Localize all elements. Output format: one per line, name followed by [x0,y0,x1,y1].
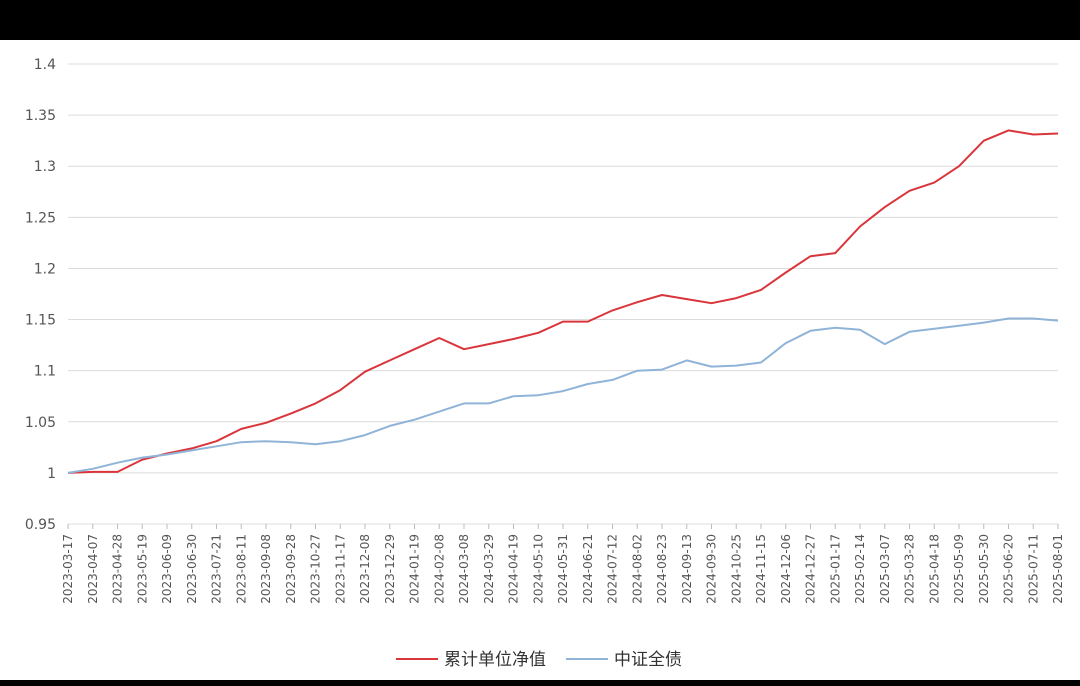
legend: 累计单位净值 中证全债 [396,650,682,670]
y-tick-label: 0.95 [25,517,56,533]
x-tick-label: 2023-11-17 [333,534,347,604]
x-tick-label: 2024-06-21 [581,534,595,604]
series-line-0 [67,129,1059,474]
y-tick-label: 1.05 [25,415,56,431]
x-tick-label: 2024-02-08 [432,534,446,604]
x-tick-label: 2024-10-25 [729,534,743,604]
x-tick-label: 2025-07-11 [1026,534,1040,604]
x-tick-label: 2024-05-31 [556,534,570,604]
x-tick-label: 2024-08-02 [630,534,644,604]
x-tick-label: 2025-04-18 [927,534,941,604]
x-tick-label: 2024-12-27 [804,534,818,604]
x-tick-label: 2025-05-09 [952,534,966,604]
y-gridlines [68,63,1058,525]
y-axis-tick-labels: 0.95 1 1.05 1.1 1.15 1.2 1.25 1.3 1.35 1.4 [25,57,56,533]
x-tick-label: 2025-08-01 [1051,534,1065,604]
chart-frame: 0.95 1 1.05 1.1 1.15 1.2 1.25 1.3 1.35 1.4 2023-0… [0,40,1080,680]
x-tick-label: 2024-12-06 [779,534,793,604]
x-tick-label: 2024-03-29 [482,534,496,604]
x-tick-label: 2025-06-20 [1002,534,1016,604]
y-tick-label: 1.25 [25,210,56,226]
x-tick-label: 2025-01-17 [828,534,842,604]
y-tick-label: 1.1 [34,364,56,380]
x-tick-label: 2023-06-09 [160,534,174,604]
x-tick-label: 2025-03-28 [903,534,917,604]
line-chart: 0.95 1 1.05 1.1 1.15 1.2 1.25 1.3 1.35 1.4 2023-0… [25,57,1065,670]
x-tick-label: 2023-09-28 [284,534,298,604]
series-line-1 [67,317,1059,474]
x-tick-label: 2024-01-19 [408,534,422,604]
x-tick-label: 2023-07-21 [210,534,224,604]
x-tick-label: 2024-04-19 [507,534,521,604]
x-tick-label: 2023-09-08 [259,534,273,604]
x-tick-label: 2023-10-27 [309,534,323,604]
y-tick-label: 1 [47,466,56,482]
x-tick-label: 2025-02-14 [853,534,867,604]
x-tick-label: 2023-04-28 [111,534,125,604]
x-tick-label: 2023-05-19 [135,534,149,604]
x-tick-label: 2024-07-12 [606,534,620,604]
y-tick-label: 1.35 [25,108,56,124]
x-tick-label: 2024-09-30 [705,534,719,604]
x-tick-label: 2023-12-29 [383,534,397,604]
series-lines [67,129,1059,474]
x-tick-label: 2024-09-13 [680,534,694,604]
x-tick-label: 2024-03-08 [457,534,471,604]
x-tick-label: 2023-08-11 [234,534,248,604]
x-tick-label: 2025-05-30 [977,534,991,604]
x-tick-label: 2024-08-23 [655,534,669,604]
y-tick-label: 1.3 [34,159,56,175]
x-axis-tick-labels: 2023-03-17 2023-04-07 2023-04-28 2023-05-19… [61,524,1065,604]
x-tick-label: 2023-12-08 [358,534,372,604]
y-tick-label: 1.15 [25,313,56,329]
legend-label-1: 中证全债 [614,650,682,670]
y-tick-label: 1.2 [34,261,56,277]
x-tick-label: 2025-03-07 [878,534,892,604]
x-tick-label: 2023-04-07 [86,534,100,604]
y-tick-label: 1.4 [34,57,56,73]
x-tick-label: 2024-11-15 [754,534,768,604]
legend-label-0: 累计单位净值 [444,650,546,670]
x-tick-label: 2024-05-10 [531,534,545,604]
x-tick-label: 2023-06-30 [185,534,199,604]
x-tick-label: 2023-03-17 [61,534,75,604]
